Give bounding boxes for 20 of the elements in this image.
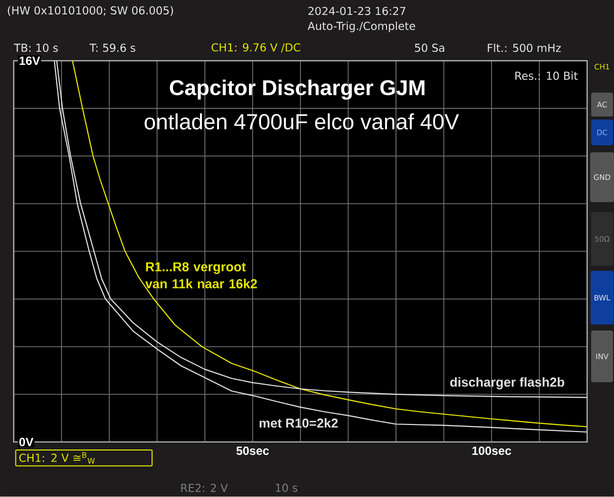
annotation: Res.: 10 Bit	[515, 72, 578, 80]
text: Flt.: 500 mHz	[488, 44, 561, 52]
series-label: discharger flash2b	[450, 377, 564, 390]
y-tick-label: 16V	[20, 56, 40, 66]
text: Capcitor Discharger GJM	[170, 80, 424, 100]
x-tick-label: 50sec	[236, 446, 269, 456]
text: (HW 0x10101000; SW 06.005)	[8, 6, 173, 16]
text: 50 Sa	[414, 44, 444, 52]
text: Auto-Trig./Complete	[308, 22, 416, 32]
x-tick-label: 100sec	[472, 446, 512, 456]
y-tick-label: 0V	[19, 438, 34, 446]
series-label: met R10=2k2	[260, 418, 338, 428]
text: TB: 10 s	[14, 44, 58, 52]
series-label: R1...R8 vergroot van 11k naar 16k2	[145, 262, 257, 288]
text: 10 s	[276, 484, 298, 492]
text: 2024-01-23 16:27	[308, 6, 406, 16]
text: T: 59.6 s	[90, 44, 136, 52]
text: ontladen 4700uF elco vanaf 40V	[144, 114, 459, 130]
text: CH1: 9.76 V /DC	[212, 43, 300, 52]
text: RE2: 2 V	[181, 484, 228, 492]
